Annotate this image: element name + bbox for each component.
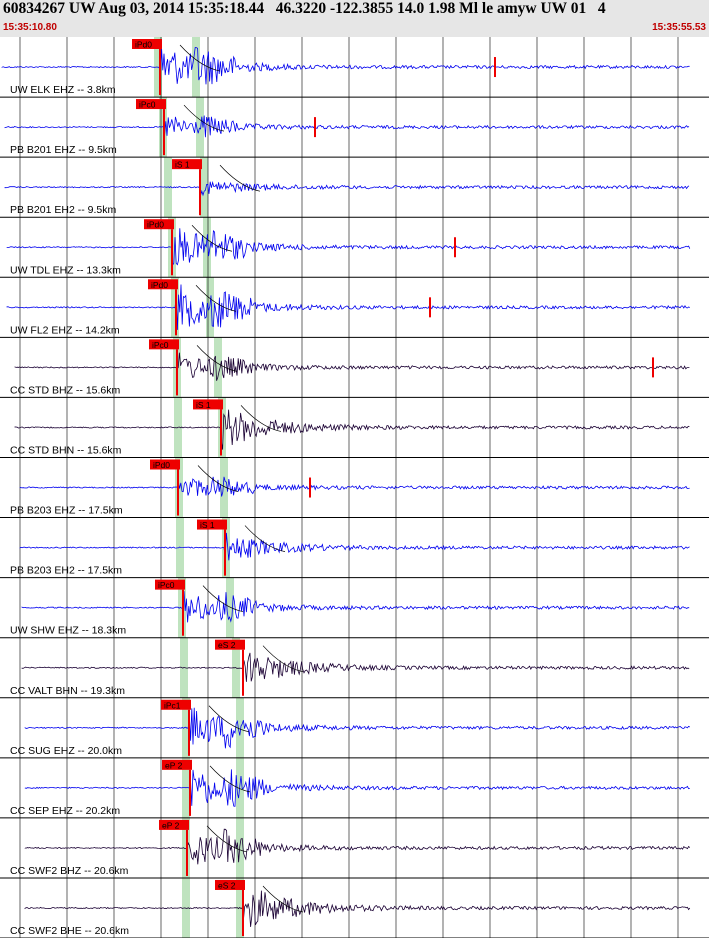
- pick-label: eP 2: [162, 820, 180, 830]
- pick-tag: [172, 159, 202, 170]
- station-label: UW FL2 EHZ -- 14.2km: [10, 324, 120, 336]
- pick-label: iPd0: [147, 220, 164, 230]
- moveout-curve: [197, 465, 239, 492]
- waveform: [19, 532, 690, 561]
- end-time: 15:35:55.53: [652, 22, 706, 33]
- waveform: [4, 115, 690, 138]
- station-label: CC VALT BHN -- 19.3km: [10, 685, 125, 697]
- waveform: [14, 409, 690, 450]
- waveform: [24, 769, 690, 807]
- trace-row: iPc0 UW SHW EHZ -- 18.3km: [0, 579, 709, 639]
- moveout-curve: [179, 44, 221, 72]
- trace-row: eP 2 CC SWF2 BHZ -- 20.6km: [0, 819, 709, 879]
- trace-row: iPd0 PB B203 EHZ -- 17.5km: [0, 459, 709, 519]
- station-label: UW TDL EHZ -- 13.3km: [10, 264, 121, 276]
- station-label: PB B203 EH2 -- 17.5km: [10, 565, 122, 577]
- station-label: PB B201 EHZ -- 9.5km: [10, 144, 117, 156]
- moveout-curve: [195, 285, 237, 312]
- pick-tag: [215, 879, 245, 890]
- moveout-curve: [262, 885, 304, 913]
- station-label: PB B203 EHZ -- 17.5km: [10, 505, 123, 517]
- waveform: [19, 476, 690, 497]
- pick-tag: [136, 99, 166, 110]
- station-label: CC SWF2 BHE -- 20.6km: [10, 925, 129, 937]
- moveout-curve: [183, 104, 225, 132]
- trace-row: eS 2 CC VALT BHN -- 19.3km: [0, 639, 709, 699]
- pick-label: iPc0: [152, 340, 169, 350]
- pick-tag: [197, 519, 227, 530]
- station-label: CC SWF2 BHZ -- 20.6km: [10, 865, 129, 877]
- pick-tag: [193, 399, 223, 410]
- station-label: CC STD BHN -- 15.6km: [10, 444, 122, 456]
- pick-tag: [149, 339, 179, 350]
- pick-tag: [215, 639, 245, 650]
- start-time: 15:35:10.80: [3, 22, 57, 33]
- waveform: [21, 652, 690, 682]
- pick-label: eS 2: [218, 880, 236, 890]
- station-label: CC SEP EHZ -- 20.2km: [10, 805, 120, 817]
- trace-row: iPd0 UW FL2 EHZ -- 14.2km: [0, 279, 709, 338]
- s-wave-band: [192, 37, 244, 938]
- pick-tag: [159, 819, 189, 830]
- pick-label: iS 1: [200, 520, 215, 530]
- window-header: 60834267 UW Aug 03, 2014 15:35:18.44 46.…: [0, 0, 709, 37]
- pick-tag: [161, 699, 191, 710]
- station-label: CC STD BHZ -- 15.6km: [10, 384, 121, 396]
- trace-row: iPd0 UW ELK EHZ -- 3.8km: [0, 39, 709, 98]
- moveout-curve: [240, 405, 282, 432]
- station-label: CC SUG EHZ -- 20.0km: [10, 745, 122, 757]
- waveform: [6, 284, 690, 330]
- event-title: 60834267 UW Aug 03, 2014 15:35:18.44 46.…: [3, 0, 606, 17]
- trace-row: iPc1 CC SUG EHZ -- 20.0km: [0, 699, 709, 759]
- pick-label: iPc0: [139, 100, 156, 110]
- pick-label: iPd0: [153, 460, 170, 470]
- moveout-curve: [206, 825, 248, 853]
- moveout-curve: [244, 525, 286, 552]
- pick-label: eP 2: [165, 760, 183, 770]
- waveform: [6, 228, 691, 267]
- pick-tag: [144, 219, 174, 230]
- moveout-curve: [202, 585, 244, 613]
- trace-row: eP 2 CC SEP EHZ -- 20.2km: [0, 759, 709, 819]
- seismogram-panel: iPd0 UW ELK EHZ -- 3.8km iPc0 PB B201 EHZ -…: [0, 37, 709, 938]
- waveform: [24, 707, 690, 749]
- trace-row: iPc0 CC STD BHZ -- 15.6km: [0, 339, 709, 398]
- waveform: [1, 47, 690, 85]
- pick-tag: [162, 759, 192, 770]
- waveform: [21, 591, 690, 623]
- pick-label: iPc0: [158, 580, 175, 590]
- moveout-curve: [219, 164, 261, 192]
- trace-row: iPc0 PB B201 EHZ -- 9.5km: [0, 99, 709, 158]
- pick-tag: [132, 39, 162, 49]
- waveform: [24, 828, 691, 865]
- pick-label: iPd0: [151, 280, 168, 290]
- moveout-curve: [196, 345, 238, 372]
- station-label: PB B201 EH2 -- 9.5km: [10, 204, 116, 216]
- pick-label: iPc1: [164, 700, 181, 710]
- station-label: UW SHW EHZ -- 18.3km: [10, 625, 126, 637]
- pick-tag: [150, 459, 180, 470]
- trace-row: iPd0 UW TDL EHZ -- 13.3km: [0, 219, 709, 278]
- pick-label: iS 1: [196, 400, 211, 410]
- pick-label: iS 1: [175, 160, 190, 170]
- station-label: UW ELK EHZ -- 3.8km: [10, 84, 116, 96]
- moveout-curve: [262, 645, 304, 673]
- pick-label: iPd0: [135, 40, 152, 50]
- trace-row: iS 1 CC STD BHN -- 15.6km: [0, 399, 709, 458]
- trace-row: iS 1 PB B203 EH2 -- 17.5km: [0, 519, 709, 579]
- pick-label: eS 2: [218, 640, 236, 650]
- moveout-curve: [209, 765, 251, 793]
- pick-tag: [155, 579, 185, 590]
- moveout-curve: [191, 224, 233, 252]
- trace-row: eS 2 CC SWF2 BHE -- 20.6km: [0, 879, 709, 938]
- pick-tag: [148, 279, 178, 290]
- waveform: [4, 180, 690, 197]
- waveform: [14, 352, 690, 381]
- trace-row: iS 1 PB B201 EH2 -- 9.5km: [0, 159, 709, 218]
- waveform: [24, 890, 691, 927]
- moveout-curve: [208, 705, 250, 733]
